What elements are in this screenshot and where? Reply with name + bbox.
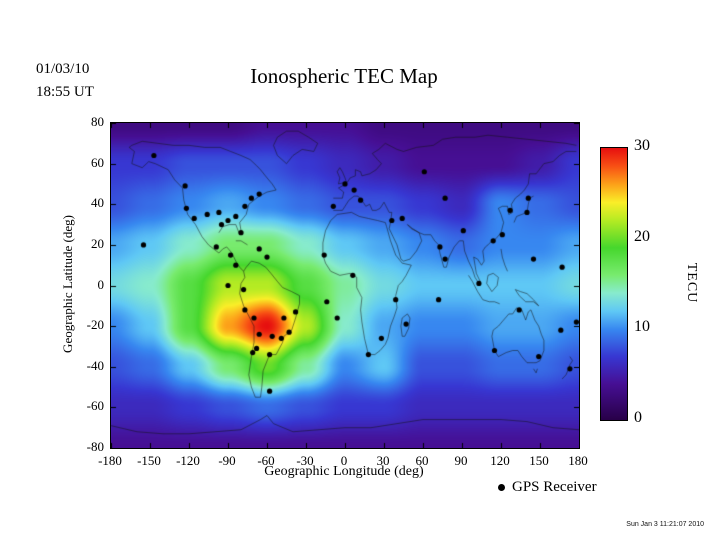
x-tick-label: 30 [376,453,390,468]
colorbar-title: TECU [684,262,699,304]
y-tick-label: 80 [91,114,104,129]
colorbar [600,147,628,421]
tec-heatmap-canvas [111,123,579,448]
gps-receiver-legend-label: GPS Receiver [512,479,597,495]
y-tick-label: -80 [86,439,104,454]
x-tick-label: -120 [176,453,200,468]
y-tick-label: 40 [91,195,104,211]
date-label: 01/03/10 [36,61,90,77]
x-tick-label: -30 [296,453,314,468]
x-tick-label: -90 [218,453,236,468]
x-tick-label: -180 [98,453,122,468]
page-title: Ionospheric TEC Map [250,64,438,88]
time-label: 18:55 UT [36,83,94,100]
x-tick-label: -150 [137,453,161,468]
gps-receiver-legend: GPS Receiver [498,479,597,496]
gps-receiver-dot-icon [498,484,505,491]
y-tick-label: -60 [86,398,104,414]
x-tick-label: 0 [340,453,348,468]
plot-generation-timestamp: Sun Jan 3 11:21:07 2010 [626,521,704,528]
y-tick-label: 60 [91,154,104,170]
colorbar-tick-label: 10 [634,318,650,336]
x-tick-label: 90 [454,453,468,468]
x-tick-label: 180 [568,453,588,468]
y-tick-label: 20 [91,235,104,251]
y-tick-label: 0 [97,276,105,292]
x-tick-label: 60 [415,453,429,468]
colorbar-tick-label: 30 [634,137,650,154]
x-tick-label: -60 [257,453,275,468]
y-tick-label: -40 [86,357,104,373]
x-tick-label: 120 [490,453,510,468]
map-plot-area [110,122,580,449]
date-time-block: 01/03/10 18:55 UT [36,58,94,103]
colorbar-tick-label: 0 [634,409,642,426]
x-axis-label: Geographic Longitude (deg) [264,464,424,479]
x-tick-label: 150 [529,453,549,468]
colorbar-tick-label: 20 [634,227,650,245]
y-tick-label: -20 [86,317,104,333]
